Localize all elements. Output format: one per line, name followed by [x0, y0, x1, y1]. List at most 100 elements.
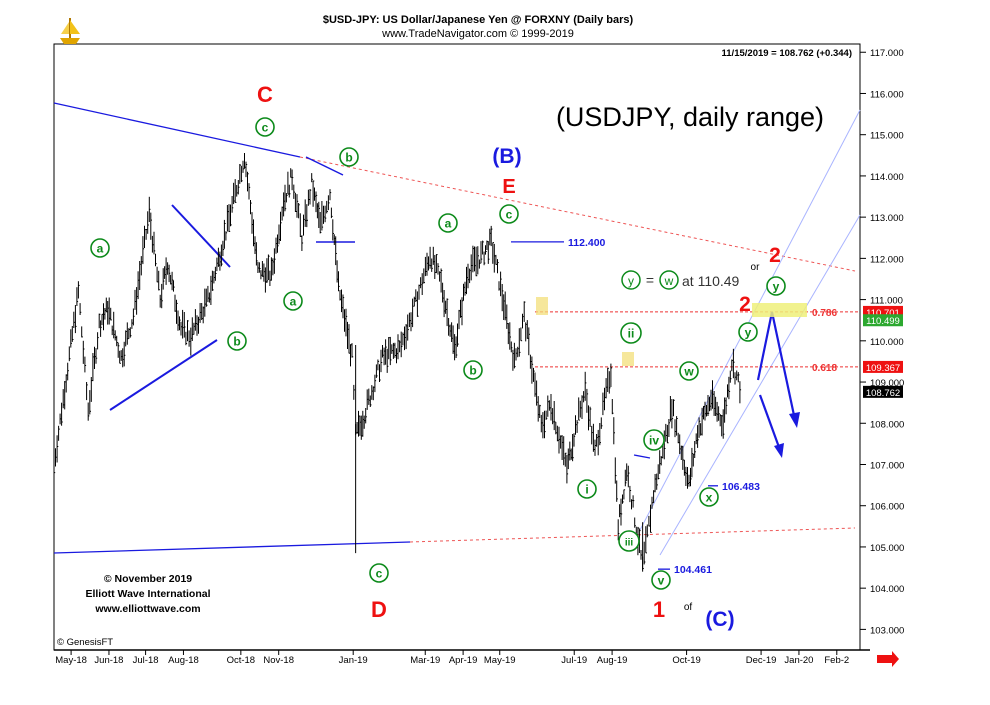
wave-label-green: b: [345, 151, 352, 165]
y-tick-label: 110.000: [870, 337, 904, 348]
axis-arrow-icon: [877, 651, 899, 667]
y-tick-label: 117.000: [870, 48, 904, 59]
wave-iv-line: [633, 454, 651, 459]
flat-b-top: [305, 156, 344, 176]
fib-label: 0.618: [812, 363, 837, 374]
wave-label-green: b: [233, 335, 240, 349]
x-tick-label: Oct-18: [227, 655, 256, 666]
wave-label-green-circle: [339, 147, 359, 167]
x-tick-label: Apr-19: [449, 655, 478, 666]
wave-label-green-circle: [699, 487, 719, 507]
price-level-label: 104.461: [674, 564, 712, 576]
chart-title: (USDJPY, daily range): [556, 102, 824, 132]
target-annotation: y = w at 110.49: [621, 270, 740, 290]
wave-label-green: y: [773, 280, 780, 294]
y-tick-label: 103.000: [870, 625, 904, 636]
fib-price-box-text: 110.701: [866, 308, 900, 319]
x-tick-label: Jul-19: [561, 655, 587, 666]
y-tick-label: 113.000: [870, 213, 904, 224]
target-price-box: [863, 314, 903, 327]
y-tick-label: 114.000: [870, 172, 904, 183]
price-levels: 112.400 106.483 104.461: [511, 237, 760, 576]
x-tick-label: May-18: [55, 655, 87, 666]
wave-label-green-circle: [499, 204, 519, 224]
channel-lower: [659, 214, 861, 556]
fib-touch-marker-2: [622, 352, 634, 366]
wave-label-blue: (B): [492, 145, 521, 168]
fib-touch-marker-1: [536, 297, 548, 315]
org-text: Elliott Wave International: [85, 588, 210, 600]
current-price-box: [863, 385, 903, 398]
wave-label-green: c: [506, 208, 513, 222]
y-tick-label: 107.000: [870, 460, 904, 471]
plot-frame: [53, 43, 861, 651]
wave-label-green: c: [376, 567, 383, 581]
price-level-label: 106.483: [722, 481, 760, 493]
y-tick-label: 108.000: [870, 419, 904, 430]
y-tick-label: 115.000: [870, 131, 904, 142]
wave-label-red: 2: [739, 293, 751, 316]
fib-price-box: [863, 360, 903, 373]
wave-label-green-circle: [369, 563, 389, 583]
wave-label-blue: (C): [705, 608, 734, 631]
target-right-circle: w: [664, 274, 674, 288]
wave-label-green-circle: [766, 276, 786, 296]
wave-label-green-circle: [283, 291, 303, 311]
wave-label-green: a: [445, 217, 452, 231]
x-tick-label: Feb-2: [824, 655, 849, 666]
current-price-box-text: 108.762: [866, 388, 900, 399]
wave-label-green: a: [290, 295, 297, 309]
wave-label-green-circle: [90, 238, 110, 258]
triangle-lower-line: [53, 541, 411, 554]
price-level-label: 112.400: [568, 237, 606, 249]
wave-label-green-circle: [620, 322, 642, 344]
x-tick-label: Aug-18: [168, 655, 199, 666]
target-left-circle: y: [628, 274, 634, 288]
wave-label-red: 2: [769, 244, 781, 267]
wave-label-green-circle: [438, 213, 458, 233]
triangle-b-lower: [109, 339, 218, 411]
x-tick-label: Jan-19: [339, 655, 368, 666]
copyright-text: © November 2019: [104, 573, 192, 585]
fib-label: 0.786: [812, 308, 837, 319]
y-tick-label: 106.000: [870, 502, 904, 513]
x-tick-label: May-19: [484, 655, 516, 666]
fib-price-box-text: 109.367: [866, 363, 900, 374]
wave-label-green-circle: [227, 331, 247, 351]
wave-label-green: i: [585, 483, 588, 497]
wave-label-green-circle: [255, 117, 275, 137]
last-quote: 11/15/2019 = 108.762 (+0.344): [722, 48, 852, 59]
y-tick-label: 116.000: [870, 89, 904, 100]
target-price-box-text: 110.499: [866, 316, 900, 327]
wave-label-red: C: [257, 82, 273, 107]
triangle-upper-line: [53, 102, 301, 158]
wave-label-red: D: [371, 597, 387, 622]
ship-icon: [60, 18, 80, 44]
wave-label-green: iii: [625, 538, 634, 549]
vendor-text: © GenesisFT: [57, 637, 113, 648]
y-tick-label: 111.000: [870, 296, 903, 307]
wave-label-green: iv: [649, 434, 659, 448]
target-zone: [752, 303, 807, 317]
chart-header-subtitle: www.TradeNavigator.com © 1999-2019: [381, 28, 574, 40]
wave-label-green-circle: [679, 361, 699, 381]
wave-label-green: b: [469, 364, 476, 378]
wave-label-green: x: [706, 491, 713, 505]
wave-label-of: of: [684, 602, 693, 613]
site-text: www.elliottwave.com: [94, 603, 200, 615]
x-tick-label: Jun-18: [94, 655, 123, 666]
wave-label-green: a: [97, 242, 104, 256]
wave-label-green: w: [683, 365, 694, 379]
fib-retracements: 0.786 110.701 0.618 109.367 110.499 108.762: [535, 305, 903, 399]
y-tick-label: 104.000: [870, 584, 904, 595]
x-tick-label: Mar-19: [410, 655, 440, 666]
y-tick-label: 112.000: [870, 254, 904, 265]
wave-label-green-circle: [618, 530, 640, 552]
wave-label-green-circle: [463, 360, 483, 380]
x-tick-label: Dec-19: [746, 655, 777, 666]
x-tick-label: Jan-20: [784, 655, 813, 666]
target-value-text: at 110.49: [682, 273, 740, 289]
price-bars: [53, 153, 742, 572]
